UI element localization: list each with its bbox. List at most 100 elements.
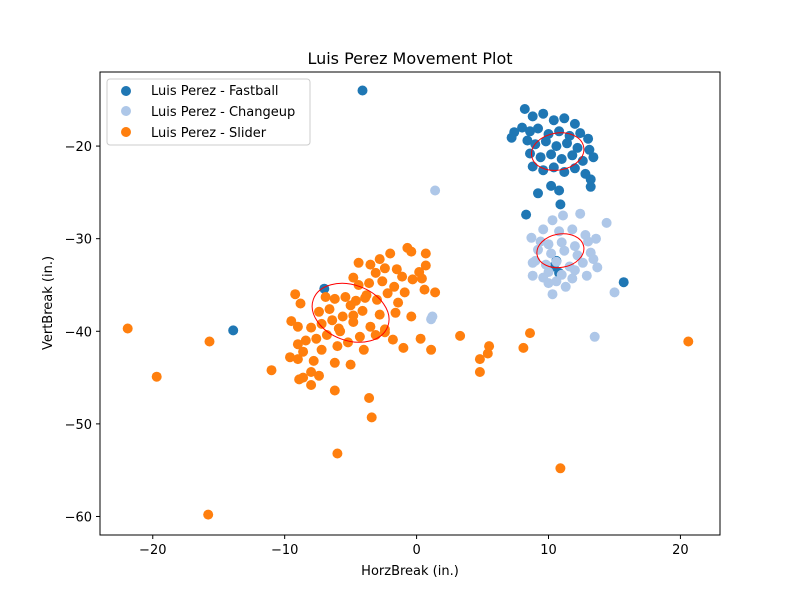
data-point xyxy=(320,292,331,302)
data-point xyxy=(559,167,570,177)
data-point xyxy=(372,294,382,305)
data-point xyxy=(416,273,427,284)
data-point xyxy=(393,297,404,308)
data-point xyxy=(556,154,567,164)
legend-box xyxy=(106,78,311,146)
data-point xyxy=(292,339,303,350)
data-point xyxy=(294,374,305,385)
data-point xyxy=(345,359,356,370)
data-point xyxy=(391,264,402,275)
data-point xyxy=(332,341,343,352)
data-point xyxy=(569,265,580,276)
data-point xyxy=(482,348,493,359)
data-point xyxy=(584,144,595,155)
data-point xyxy=(204,336,215,347)
data-point xyxy=(387,334,398,345)
data-point xyxy=(364,393,375,403)
data-point xyxy=(374,254,385,265)
legend-label-changeup: Luis Perez - Changeup xyxy=(151,105,295,120)
data-point xyxy=(589,331,600,342)
legend-marker-changeup xyxy=(121,106,131,116)
data-point xyxy=(203,509,214,520)
confidence-ellipse xyxy=(531,132,585,171)
legend: Luis Perez - Fastball Luis Perez - Chang… xyxy=(106,78,311,146)
data-point xyxy=(122,323,133,334)
data-point xyxy=(581,270,592,281)
chart-title: Luis Perez Movement Plot xyxy=(307,49,512,68)
data-point xyxy=(506,132,517,143)
data-point xyxy=(540,136,551,147)
data-point xyxy=(546,180,557,191)
data-point xyxy=(426,344,437,355)
data-point xyxy=(343,337,353,348)
data-point xyxy=(551,276,562,287)
data-point xyxy=(430,185,441,196)
data-point xyxy=(555,463,566,474)
data-point xyxy=(329,385,340,396)
x-tick-label: −10 xyxy=(271,543,298,558)
data-point xyxy=(548,115,559,126)
data-point xyxy=(518,342,529,353)
data-point xyxy=(554,185,565,196)
series-3 xyxy=(122,242,694,520)
data-point xyxy=(420,260,431,271)
data-point xyxy=(306,380,317,390)
data-point xyxy=(533,123,543,134)
data-point xyxy=(292,354,303,365)
data-point xyxy=(419,284,430,295)
data-point xyxy=(547,289,558,300)
data-point xyxy=(575,208,586,219)
data-point xyxy=(354,331,365,342)
data-point xyxy=(345,300,356,311)
data-point xyxy=(389,281,400,292)
x-tick-label: −20 xyxy=(139,543,166,558)
data-point xyxy=(562,138,572,149)
data-point xyxy=(567,150,578,161)
data-point xyxy=(311,333,322,344)
data-point xyxy=(585,174,596,185)
y-tick-label: −40 xyxy=(65,325,92,340)
x-axis-label: HorzBreak (in.) xyxy=(361,564,459,579)
data-point xyxy=(382,288,393,299)
data-point xyxy=(525,126,535,137)
data-point xyxy=(308,355,319,366)
data-point xyxy=(583,133,594,144)
plot-frame xyxy=(99,71,721,536)
data-point xyxy=(406,311,417,322)
data-point xyxy=(547,215,558,226)
data-point xyxy=(426,314,437,325)
data-point xyxy=(314,370,324,381)
data-point xyxy=(618,277,629,288)
data-point xyxy=(370,267,381,278)
data-point xyxy=(559,245,570,256)
data-point xyxy=(316,344,327,355)
legend-label-fastball: Luis Perez - Fastball xyxy=(151,84,279,99)
data-point xyxy=(366,412,377,423)
y-tick-label: −50 xyxy=(65,418,92,433)
data-point xyxy=(365,321,376,332)
data-point xyxy=(353,257,364,268)
data-point xyxy=(569,118,580,129)
data-point xyxy=(588,152,599,163)
data-point xyxy=(521,209,532,220)
data-point xyxy=(298,346,309,357)
x-tick-label: 0 xyxy=(412,543,420,558)
legend-marker-slider xyxy=(121,127,131,137)
data-point xyxy=(340,292,351,302)
data-point xyxy=(286,316,297,327)
data-point xyxy=(420,248,431,259)
data-point xyxy=(527,270,538,281)
data-point xyxy=(555,199,566,210)
confidence-ellipse xyxy=(536,233,585,269)
data-point xyxy=(588,254,599,265)
data-point xyxy=(306,322,317,333)
data-point xyxy=(551,256,562,267)
data-point xyxy=(300,335,311,346)
y-tick-label: −60 xyxy=(65,510,92,525)
y-axis-label: VertBreak (in.) xyxy=(41,256,56,350)
data-point xyxy=(290,289,301,300)
data-point xyxy=(609,287,620,298)
data-point xyxy=(295,298,306,309)
data-point xyxy=(365,259,376,270)
